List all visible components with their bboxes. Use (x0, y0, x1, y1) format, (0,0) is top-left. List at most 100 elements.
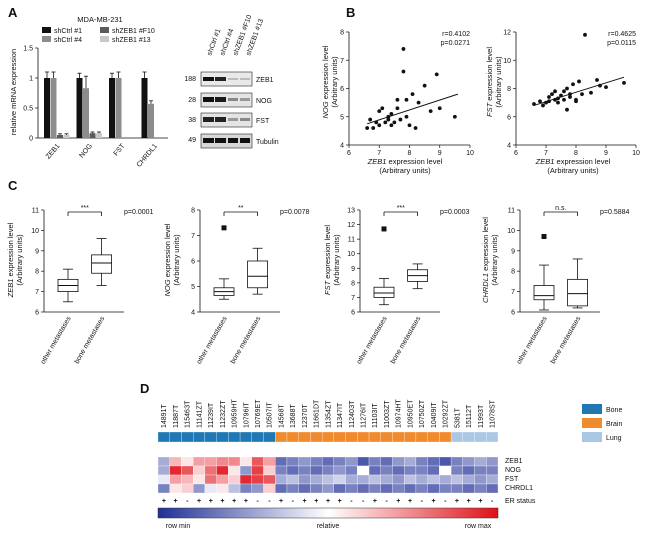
bar (50, 78, 57, 138)
x-tick-label: CHRDL1 (136, 143, 159, 169)
heatmap-cell (462, 474, 475, 485)
scatter-point (413, 126, 418, 130)
y-tick-label: 6 (511, 310, 515, 317)
heatmap-cell (251, 483, 264, 494)
heatmap-cell (169, 474, 182, 485)
sample-label: 11347IT (337, 402, 344, 428)
tissue-cell (380, 431, 393, 443)
tissue-cell (286, 431, 299, 443)
heatmap-cell (333, 456, 346, 467)
heatmap-cell (462, 465, 475, 476)
tissue-cell (228, 431, 241, 443)
tissue-cell (157, 431, 170, 443)
scatter-point (398, 117, 403, 122)
sample-label: 11103IT (372, 403, 379, 428)
boxplot-zeb1: ZEB1 expression level (Arbitrary units) … (6, 205, 153, 366)
scatter-point (407, 123, 412, 128)
heatmap-cell (357, 474, 370, 485)
colorbar-max: row max (465, 523, 492, 530)
heatmap-cell (368, 483, 381, 494)
scatter-p: p=0.0115 (607, 40, 636, 47)
heatmap-cell (321, 483, 335, 494)
blot-band (228, 138, 238, 143)
heatmap-cell (368, 474, 381, 485)
heatmap-cell (439, 465, 452, 476)
tissue-cell (474, 431, 487, 443)
legend-swatch-lung (582, 432, 602, 442)
tissue-legend: Bone Brain Lung (582, 404, 622, 442)
box-pvalue: p=0.5884 (600, 209, 629, 216)
y-tick-label: 10 (347, 251, 355, 258)
bar (96, 133, 102, 138)
scatter-point (395, 97, 400, 102)
heatmap-cell (204, 474, 217, 485)
sig-stars: n.s. (555, 205, 566, 212)
heatmap-cell (333, 474, 346, 485)
y-tick-label: 10 (507, 228, 515, 235)
x-tick-label: 7 (377, 150, 381, 157)
blot-band (203, 138, 214, 143)
colorbar (157, 507, 499, 519)
er-status-mark: + (303, 498, 307, 505)
blot-band (240, 78, 250, 80)
boxplot-zeb1-plot: 6 7 8 9 10 11 other metastases bone metastases *… (31, 205, 124, 366)
blot-protein: Tubulin (256, 139, 279, 146)
scatter-point (404, 97, 409, 102)
sample-label: 11276IT (361, 402, 368, 428)
heatmap-cell (251, 465, 264, 476)
y-tick-label: 0 (29, 136, 33, 143)
heatmap-cell (380, 456, 393, 467)
er-status-mark: + (244, 498, 248, 505)
y-tick-label: 7 (35, 289, 39, 296)
sample-label: 13688T (290, 404, 297, 428)
scatter-point (377, 109, 382, 113)
blot-band (215, 138, 226, 143)
scatter-r: r=0.4625 (608, 31, 636, 38)
er-status-mark: - (256, 498, 259, 505)
scatter-xlabel: ZEB1 expression level (367, 157, 443, 166)
tissue-cell (368, 431, 381, 443)
heatmap-cell (333, 465, 346, 476)
heatmap-cell (310, 474, 323, 485)
scatter-point (541, 103, 545, 108)
y-tick-label: 12 (347, 222, 355, 229)
blot-mw: 38 (188, 117, 196, 124)
x-tick-label: 6 (347, 150, 351, 157)
tissue-cell (239, 431, 252, 443)
er-status-mark: - (362, 498, 365, 505)
heatmap-cell (392, 483, 405, 494)
sample-label: 11887T (173, 404, 180, 428)
blot-mw: 28 (188, 97, 196, 104)
y-tick-label: 5 (340, 114, 344, 121)
legend-label: shCtrl #1 (54, 28, 82, 35)
er-status-row: + + - + + + + + - - + - + + + + - - + - + + - + - + + + - (162, 498, 494, 505)
box-pvalue: p=0.0078 (280, 209, 309, 216)
heatmap-cell (404, 474, 417, 485)
heatmap-cell (193, 474, 206, 485)
heatmap-cell (415, 483, 428, 494)
bar (83, 88, 89, 138)
er-status-mark: + (174, 498, 178, 505)
y-tick-label: 7 (191, 233, 195, 240)
er-status-mark: - (385, 498, 388, 505)
sample-label: 11546ЗT (185, 400, 192, 428)
heatmap-cell (321, 456, 335, 467)
tissue-cell (462, 431, 475, 443)
bar-ylabel: relative mRNA expression (9, 49, 18, 135)
sample-label: 10507IT (267, 402, 274, 428)
gene-label: NOG (505, 467, 521, 474)
legend-label: shZEB1 #F10 (112, 28, 155, 35)
scatter-point (392, 120, 397, 125)
tissue-cell (263, 431, 276, 443)
sample-label: 11354ZT (325, 400, 332, 428)
outlier (221, 225, 227, 231)
boxplot-nog-plot: 4 5 6 7 8 other metastases bone metastases ** (191, 205, 280, 366)
group-label: other metastases (516, 315, 549, 365)
scatter-point (395, 106, 400, 111)
scatter-point (383, 120, 388, 125)
sample-label: 10750ZT (419, 399, 426, 428)
er-status-mark: - (292, 498, 295, 505)
blot-band (215, 117, 226, 122)
heatmap-cell (239, 483, 252, 494)
